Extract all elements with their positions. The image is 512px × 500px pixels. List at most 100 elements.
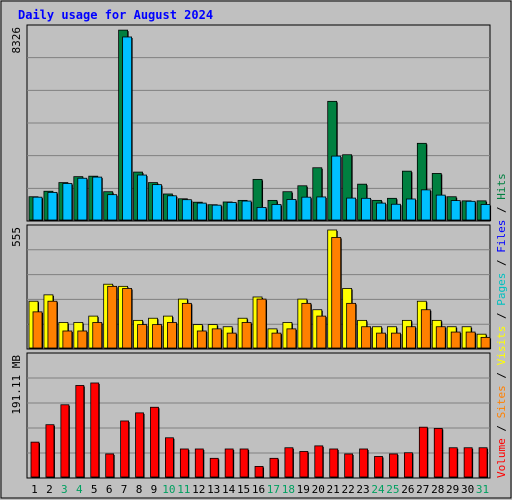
bar-visits-day-1 [32, 311, 43, 349]
bar-files-day-2 [47, 191, 58, 221]
day-label-12: 12 [192, 483, 205, 496]
bar-volume-day-15 [239, 448, 249, 478]
day-label-11: 11 [177, 483, 190, 496]
bar-files-day-27 [420, 189, 431, 221]
bar-files-day-16 [256, 207, 267, 221]
day-label-16: 16 [252, 483, 265, 496]
bar-volume-day-17 [269, 457, 279, 478]
bar-files-day-17 [271, 204, 282, 221]
day-label-5: 5 [91, 483, 98, 496]
bar-files-day-5 [92, 176, 103, 221]
bar-files-day-30 [465, 200, 476, 221]
legend-item-visits: Visits [495, 326, 508, 366]
panel-hits-max-label: 8326 [10, 27, 23, 54]
bar-visits-day-26 [405, 326, 416, 349]
bar-visits-day-21 [331, 237, 342, 349]
day-label-18: 18 [282, 483, 295, 496]
day-label-7: 7 [121, 483, 128, 496]
legend-separator: / [495, 365, 508, 385]
bar-visits-day-31 [480, 336, 491, 349]
bar-volume-day-27 [418, 426, 428, 478]
bar-visits-day-7 [122, 288, 133, 349]
bar-visits-day-2 [47, 300, 58, 349]
day-label-29: 29 [446, 483, 459, 496]
bar-files-day-24 [376, 202, 386, 221]
legend-item-pages: Pages [495, 273, 508, 306]
day-label-30: 30 [461, 483, 474, 496]
bar-volume-day-26 [403, 452, 413, 478]
bar-volume-day-2 [45, 424, 55, 478]
day-label-2: 2 [46, 483, 53, 496]
bar-volume-day-6 [105, 453, 115, 478]
bar-files-day-6 [107, 194, 118, 221]
bar-volume-day-20 [314, 445, 324, 478]
chart-title: Daily usage for August 2024 [18, 8, 213, 22]
day-label-27: 27 [416, 483, 429, 496]
bar-volume-day-4 [75, 385, 85, 478]
bar-volume-day-14 [224, 448, 234, 478]
bar-files-day-15 [241, 200, 252, 221]
day-label-15: 15 [237, 483, 250, 496]
day-label-19: 19 [297, 483, 310, 496]
bar-volume-day-19 [299, 451, 309, 478]
bar-volume-day-21 [329, 448, 339, 478]
bar-visits-day-5 [92, 322, 103, 349]
bar-volume-day-23 [359, 448, 368, 478]
day-label-14: 14 [222, 483, 236, 496]
bar-volume-day-24 [374, 456, 383, 478]
bar-visits-day-9 [152, 324, 162, 349]
bar-visits-day-17 [271, 332, 282, 349]
bar-files-day-26 [405, 198, 416, 221]
bar-visits-day-15 [241, 322, 252, 349]
day-label-17: 17 [267, 483, 280, 496]
bar-volume-day-8 [135, 412, 144, 478]
bar-files-day-18 [286, 199, 297, 221]
bar-visits-day-14 [226, 332, 237, 349]
bar-files-day-10 [167, 195, 177, 221]
bar-volume-day-7 [120, 420, 130, 478]
day-label-26: 26 [401, 483, 414, 496]
bar-files-day-1 [32, 196, 43, 221]
day-label-6: 6 [106, 483, 113, 496]
bar-files-day-3 [62, 183, 73, 221]
bar-files-day-28 [435, 194, 446, 221]
panel-pages-max-label: 555 [10, 227, 23, 247]
bar-volume-day-11 [179, 448, 189, 478]
bar-files-day-23 [361, 197, 371, 221]
legend-item-hits: Hits [495, 173, 508, 200]
bar-visits-day-12 [196, 330, 207, 349]
bar-volume-day-18 [284, 447, 294, 478]
day-label-22: 22 [341, 483, 354, 496]
bar-files-day-9 [152, 184, 162, 221]
day-label-1: 1 [31, 483, 38, 496]
bar-visits-day-20 [316, 315, 327, 349]
bar-visits-day-18 [286, 328, 297, 349]
bar-files-day-11 [181, 199, 192, 221]
bar-files-day-25 [391, 203, 401, 221]
bar-volume-day-31 [478, 447, 488, 478]
panel-volume-max-label: 191.11 MB [10, 355, 23, 415]
bar-visits-day-23 [361, 326, 371, 349]
bar-files-day-8 [137, 174, 147, 221]
legend: Volume / Sites / Visits / Pages / Files … [495, 173, 508, 478]
bar-files-day-7 [122, 36, 133, 221]
day-label-20: 20 [312, 483, 325, 496]
bar-files-day-20 [316, 196, 327, 221]
bar-visits-day-3 [62, 330, 73, 349]
bar-visits-day-29 [450, 331, 461, 349]
bar-volume-day-22 [344, 453, 354, 478]
day-label-28: 28 [431, 483, 444, 496]
bar-files-day-14 [226, 202, 237, 221]
bar-volume-day-29 [448, 447, 458, 478]
bar-files-day-29 [450, 200, 461, 221]
bar-visits-day-6 [107, 285, 118, 349]
bar-visits-day-10 [167, 322, 177, 349]
bar-visits-day-8 [137, 324, 147, 349]
day-label-24: 24 [371, 483, 385, 496]
bar-files-day-13 [211, 204, 222, 221]
day-label-10: 10 [162, 483, 175, 496]
day-label-31: 31 [476, 483, 489, 496]
bar-visits-day-19 [301, 302, 312, 349]
